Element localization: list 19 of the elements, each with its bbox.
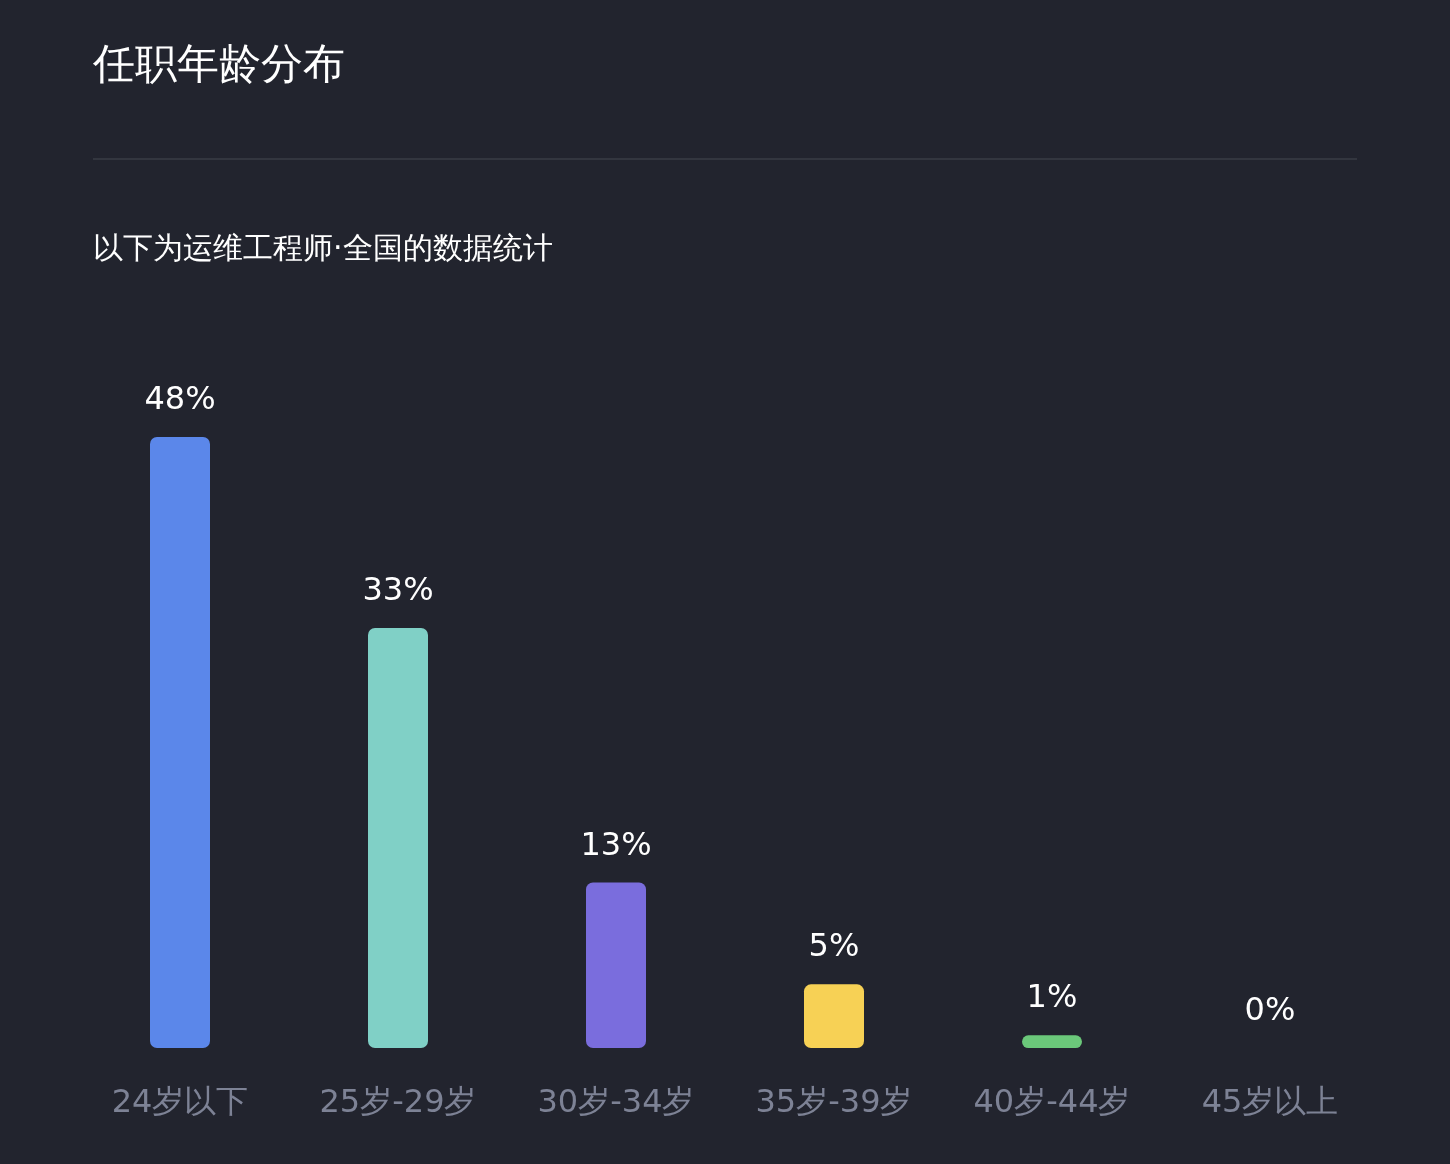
chart-title: 任职年龄分布 bbox=[92, 39, 345, 88]
x-tick-label: 40岁-44岁 bbox=[973, 1082, 1131, 1120]
bar bbox=[586, 882, 646, 1048]
data-label: 5% bbox=[808, 926, 860, 965]
x-tick-label: 25岁-29岁 bbox=[319, 1082, 477, 1120]
x-tick-label: 24岁以下 bbox=[111, 1082, 249, 1120]
bar bbox=[804, 984, 864, 1048]
x-tick-label: 35岁-39岁 bbox=[755, 1082, 913, 1120]
bar bbox=[150, 437, 210, 1048]
bar bbox=[368, 627, 428, 1048]
bar bbox=[1022, 1035, 1082, 1048]
x-tick-label: 45岁以上 bbox=[1201, 1082, 1339, 1120]
data-label: 0% bbox=[1244, 990, 1296, 1028]
data-label: 13% bbox=[580, 824, 652, 863]
x-tick-label: 30岁-34岁 bbox=[537, 1082, 695, 1120]
data-label: 1% bbox=[1026, 977, 1078, 1016]
data-label: 33% bbox=[362, 569, 434, 608]
chart-subtitle: 以下为运维工程师·全国的数据统计 bbox=[93, 230, 553, 265]
data-label: 48% bbox=[144, 379, 216, 417]
